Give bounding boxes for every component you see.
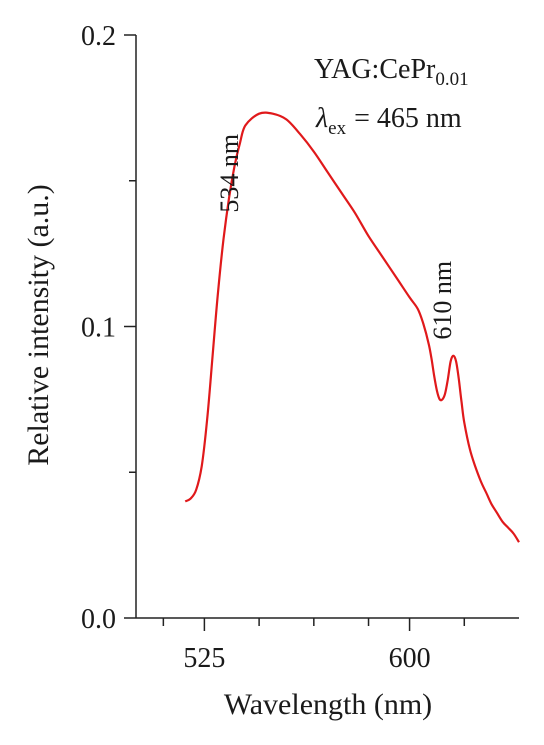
legend-lambda: λ: [315, 103, 328, 134]
legend-excitation-value: = 465 nm: [354, 103, 462, 134]
x-axis-label: Wavelength (nm): [224, 688, 432, 721]
legend-excitation-subscript: ex: [328, 118, 346, 139]
legend: YAG:CePr0.01 λex = 465 nm: [314, 54, 469, 139]
emission-spectrum-line: [184, 111, 520, 543]
legend-compound-main: YAG:CePr: [314, 54, 436, 85]
y-tick-label: 0.1: [81, 313, 116, 344]
legend-compound: YAG:CePr0.01: [314, 54, 469, 90]
tick-labels: 525 600 0.0 0.1 0.2: [81, 21, 431, 674]
peak-annotation-534: 534 nm: [215, 134, 244, 213]
x-tick-label: 600: [389, 643, 431, 674]
legend-compound-subscript: 0.01: [435, 69, 468, 90]
y-tick-label: 0.2: [81, 21, 116, 52]
x-tick-label: 525: [183, 643, 225, 674]
series-layer: [184, 111, 520, 543]
y-tick-label: 0.0: [81, 604, 116, 635]
ticks: [124, 34, 466, 631]
peak-annotation-610: 610 nm: [428, 261, 457, 340]
legend-excitation: λex = 465 nm: [315, 103, 462, 139]
y-axis-label: Relative intensity (a.u.): [22, 184, 55, 466]
